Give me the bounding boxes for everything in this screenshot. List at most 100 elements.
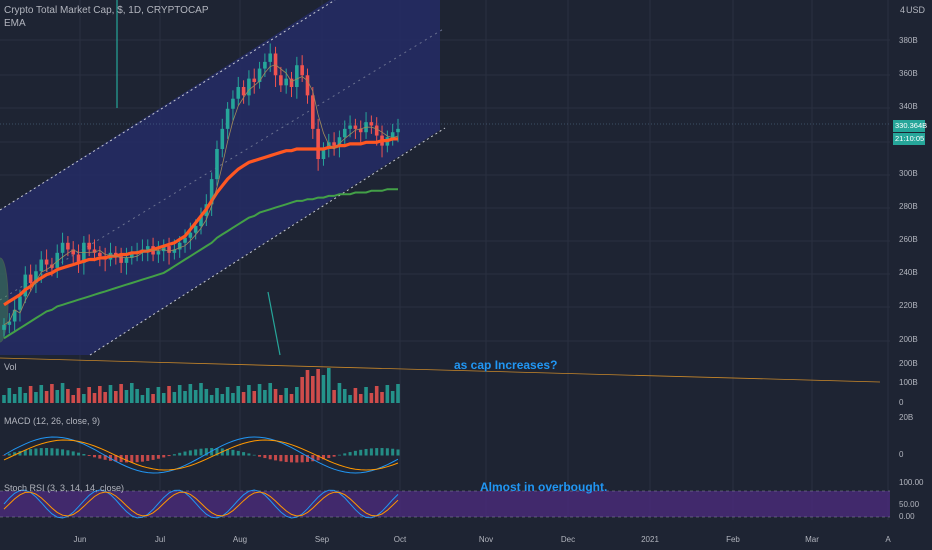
candle-body — [231, 98, 235, 109]
macd-histogram-bar — [210, 448, 214, 456]
volume-bar — [39, 385, 44, 403]
volume-bar — [172, 392, 177, 403]
volume-tick-label: 0 — [899, 398, 904, 407]
y-tick-label: 240B — [899, 268, 918, 277]
candle-body — [252, 78, 257, 82]
volume-bar — [263, 390, 267, 403]
candle-body — [332, 142, 336, 146]
volume-bar — [358, 394, 363, 403]
volume-bar — [18, 387, 22, 403]
volume-bar — [390, 391, 395, 403]
candle-body — [247, 78, 251, 96]
volume-bar — [23, 393, 28, 403]
trend-channel — [0, 0, 890, 383]
macd-histogram-bar — [311, 455, 315, 462]
volume-bar — [311, 376, 315, 403]
macd-histogram-bar — [167, 455, 171, 457]
volume-bar — [342, 389, 347, 403]
macd-histogram-bar — [39, 448, 43, 456]
candle-body — [300, 65, 304, 76]
volume-tick-label: 100B — [899, 378, 918, 387]
macd-histogram-bar — [359, 449, 363, 456]
volume-bar — [108, 385, 113, 403]
macd-histogram-bar — [50, 448, 54, 456]
volume-bar — [156, 387, 161, 403]
candle-body — [2, 324, 6, 330]
candle-body — [92, 249, 97, 253]
currency-prefix: 4 — [900, 5, 906, 15]
channel-upper — [0, 0, 336, 211]
macd-histogram-bar — [364, 448, 368, 456]
candle-body — [55, 252, 60, 268]
macd-histogram-bar — [295, 455, 299, 463]
macd-histogram-bar — [305, 455, 309, 462]
stoch-k-line — [3, 489, 399, 519]
volume-bar — [60, 383, 65, 403]
volume-label: Vol — [4, 362, 17, 372]
candle-body — [161, 246, 166, 252]
x-tick-label: Jul — [155, 535, 165, 544]
ema-lines — [3, 64, 399, 340]
x-tick-label: Dec — [561, 535, 575, 544]
volume-bar — [374, 386, 379, 403]
volume-bar — [55, 390, 60, 403]
macd-histogram-bar — [172, 454, 176, 456]
macd-histogram-bar — [353, 450, 357, 456]
volume-bar — [236, 386, 241, 403]
macd-histogram-bar — [348, 452, 352, 456]
macd-histogram-bar — [274, 455, 278, 461]
macd-histogram-bar — [321, 455, 325, 460]
macd-histogram-bar — [45, 448, 49, 456]
volume-bar — [145, 388, 150, 403]
candle-body — [167, 246, 171, 253]
macd-histogram-bar — [61, 449, 65, 456]
stoch-rsi-pane — [0, 489, 890, 519]
candle-body — [337, 137, 342, 146]
macd-histogram-bar — [156, 455, 160, 459]
candle-body — [374, 125, 379, 136]
volume-bar — [135, 389, 139, 403]
x-tick-label: Jun — [74, 535, 87, 544]
volume-bar — [50, 384, 54, 403]
macd-histogram-bar — [391, 448, 395, 456]
volume-bar — [257, 384, 262, 403]
macd-histogram-bar — [385, 448, 389, 456]
volume-bar — [103, 392, 107, 403]
volume-bar — [82, 394, 86, 403]
channel-lower — [89, 127, 446, 356]
macd-histogram-bar — [7, 453, 11, 456]
macd-histogram-bar — [23, 449, 27, 456]
rsi-band — [0, 491, 890, 517]
candle-body — [156, 251, 161, 255]
macd-pane — [2, 436, 400, 474]
x-tick-label: Feb — [726, 535, 740, 544]
rsi-tick-label: 50.00 — [899, 500, 920, 509]
candle-body — [348, 125, 352, 129]
y-tick-label: 380B — [899, 36, 918, 45]
candle-body — [7, 321, 12, 325]
macd-histogram-bar — [252, 454, 256, 456]
macd-histogram-bar — [337, 454, 341, 456]
y-tick-label: 220B — [899, 301, 918, 310]
macd-histogram-bar — [13, 452, 17, 456]
y-tick-label: 280B — [899, 202, 918, 211]
volume-bar — [161, 393, 166, 403]
candle-body — [114, 252, 118, 257]
macd-histogram-bar — [284, 455, 288, 462]
macd-histogram-bar — [263, 455, 267, 459]
volume-bars — [2, 368, 400, 403]
macd-histogram-bar — [268, 455, 272, 460]
volume-bar — [12, 394, 17, 403]
candle-body — [66, 242, 70, 250]
volume-bar — [167, 386, 171, 403]
macd-histogram-bar — [119, 455, 123, 463]
volume-bar — [209, 395, 214, 403]
rsi-tick-label: 0.00 — [899, 512, 915, 521]
macd-histogram-bar — [2, 455, 6, 456]
macd-histogram-bar — [375, 448, 379, 456]
candle-body — [342, 128, 347, 138]
volume-bar — [188, 384, 193, 403]
macd-histogram-bar — [236, 450, 240, 456]
macd-histogram-bar — [215, 448, 219, 456]
